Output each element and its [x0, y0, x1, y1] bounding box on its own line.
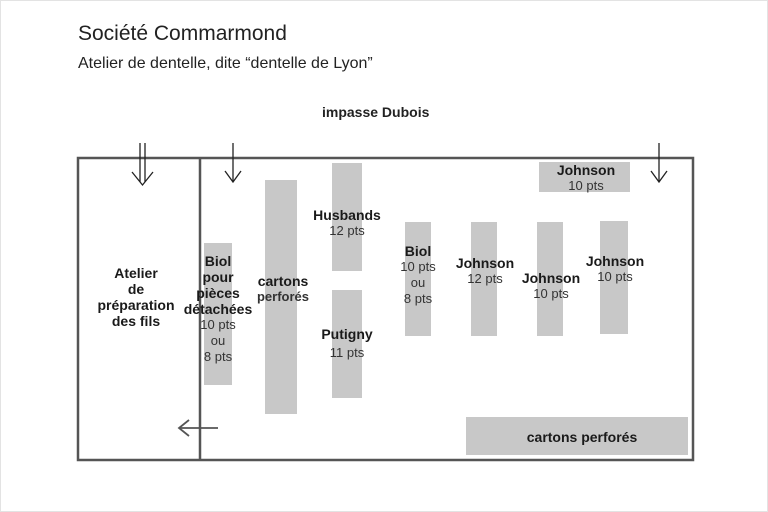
biol-left-label: Biol pour pièces détachées 10 pts ou 8 p… — [183, 253, 253, 364]
machine-johnson-10b — [600, 221, 628, 334]
johnson-top-label: Johnson 10 pts — [556, 162, 616, 193]
machine-putigny — [332, 290, 362, 398]
putigny-label: Putigny 11 pts — [321, 326, 373, 360]
johnson-12-label: Johnson 12 pts — [455, 255, 515, 286]
entrance-arrow-icon — [224, 143, 242, 184]
johnson-10b-label: Johnson 10 pts — [585, 253, 645, 284]
exit-arrow-icon — [177, 419, 218, 437]
machine-biol-mid — [405, 222, 431, 336]
biol-mid-label: Biol 10 pts ou 8 pts — [400, 243, 436, 306]
machine-johnson-10a — [537, 222, 563, 336]
prep-room-label: Atelier de préparation des fils — [97, 265, 175, 329]
machine-johnson-top — [539, 162, 630, 192]
page-subtitle: Atelier de dentelle, dite “dentelle de L… — [78, 55, 373, 72]
machine-husbands — [332, 163, 362, 271]
machine-biol-left — [204, 243, 232, 385]
page-title: Société Commarmond — [78, 22, 287, 45]
johnson-10a-label: Johnson 10 pts — [521, 270, 581, 301]
cartons-perfores-vertical — [265, 180, 297, 414]
cartons-bottom-label: cartons perforés — [526, 429, 638, 445]
double-entrance-arrow-icon — [131, 143, 154, 187]
building-outline — [76, 156, 695, 462]
cartons-vertical-label: cartons perforés — [256, 273, 310, 304]
street-label: impasse Dubois — [322, 104, 430, 120]
husbands-label: Husbands 12 pts — [313, 207, 381, 238]
entrance-arrow-icon — [650, 143, 668, 184]
cartons-perfores-bottom — [466, 417, 688, 455]
machine-johnson-12 — [471, 222, 497, 336]
